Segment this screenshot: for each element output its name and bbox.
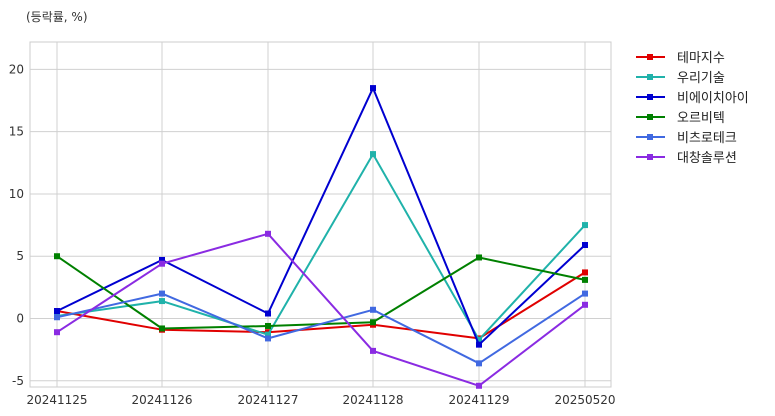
x-tick-label: 20241127 (237, 393, 298, 407)
y-tick-label: 5 (16, 249, 24, 263)
data-point (582, 222, 588, 229)
data-point (476, 360, 482, 367)
data-point (265, 230, 271, 237)
legend-item: 우리기술 (636, 71, 725, 86)
data-point (476, 254, 482, 261)
legend-item: 테마지수 (636, 51, 725, 66)
data-point (370, 151, 376, 158)
y-tick-label: -5 (12, 374, 24, 388)
legend-label: 오르비텍 (677, 111, 725, 126)
data-point (582, 290, 588, 297)
data-point (54, 314, 60, 321)
y-tick-label: 20 (9, 62, 24, 76)
legend-marker (647, 134, 653, 140)
axis-layer: -5 0 5 10 15 20 20241125 20241126 20241127 202411… (9, 62, 616, 407)
legend-item: 비에이치아이 (636, 91, 749, 106)
series-line (56, 232, 586, 387)
legend-item: 오르비텍 (636, 111, 725, 126)
data-point (265, 310, 271, 317)
data-point (159, 298, 165, 305)
data-point (476, 382, 482, 389)
data-point (582, 269, 588, 276)
data-point (159, 256, 165, 263)
data-point (582, 276, 588, 283)
legend-item: 대창솔루션 (636, 151, 737, 166)
legend-label: 테마지수 (677, 51, 725, 66)
series-group (54, 85, 588, 348)
series-line (56, 87, 586, 346)
data-point (265, 335, 271, 342)
x-tick-label: 20241126 (131, 393, 192, 407)
data-point (476, 341, 482, 348)
data-point (582, 242, 588, 249)
data-point (265, 331, 271, 338)
plot-area (29, 41, 612, 388)
legend-marker (647, 54, 653, 60)
data-point (54, 308, 60, 315)
y-tick-label: 15 (9, 125, 24, 139)
legend-item: 비츠로테크 (636, 131, 737, 146)
y-tick-label: 10 (9, 187, 24, 201)
series-line (56, 292, 586, 365)
x-tick-label: 20241125 (26, 393, 87, 407)
legend-marker (647, 94, 653, 100)
data-point (370, 306, 376, 313)
series-line (56, 153, 586, 341)
legend-label: 비츠로테크 (677, 131, 737, 146)
data-point (370, 319, 376, 326)
series-layer (54, 85, 588, 389)
grid-layer (30, 42, 611, 387)
data-point (265, 322, 271, 329)
data-point (370, 85, 376, 92)
legend-label: 대창솔루션 (677, 151, 737, 166)
data-point (54, 329, 60, 336)
data-point (159, 290, 165, 297)
legend-label: 우리기술 (677, 71, 725, 86)
data-point (476, 336, 482, 343)
legend-label: 비에이치아이 (677, 91, 749, 106)
series-group (54, 290, 588, 367)
data-point (159, 260, 165, 267)
legend-marker (647, 154, 653, 160)
series-group (54, 230, 588, 389)
data-point (54, 253, 60, 260)
data-point (159, 325, 165, 332)
data-point (582, 301, 588, 308)
x-tick-label: 20250520 (554, 393, 615, 407)
y-tick-label: 0 (16, 311, 24, 325)
x-tick-label: 20241129 (448, 393, 509, 407)
legend-marker (647, 114, 653, 120)
x-tick-label: 20241128 (342, 393, 403, 407)
unit-label: (등락률, %) (26, 10, 88, 24)
data-point (370, 347, 376, 354)
legend-marker (647, 74, 653, 80)
